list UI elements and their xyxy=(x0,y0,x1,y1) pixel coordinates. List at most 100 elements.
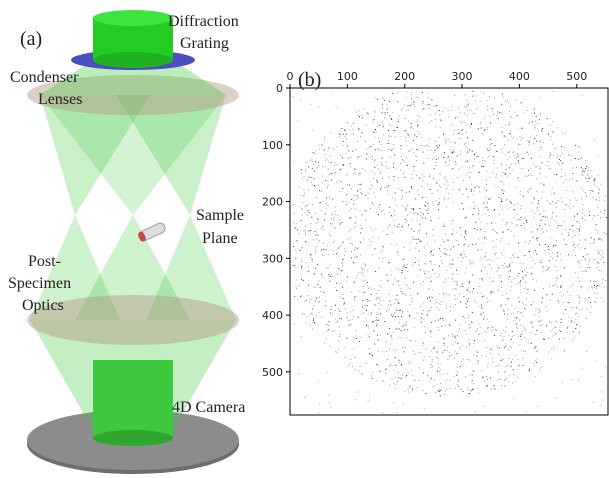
speckle xyxy=(505,304,506,305)
speckle xyxy=(421,322,422,323)
speckle xyxy=(448,240,449,241)
speckle xyxy=(413,104,414,105)
speckle xyxy=(414,135,415,136)
speckle xyxy=(396,309,397,310)
speckle xyxy=(585,248,586,249)
speckle xyxy=(350,229,351,230)
speckle xyxy=(299,285,300,286)
speckle xyxy=(496,151,497,152)
speckle xyxy=(431,350,432,351)
speckle xyxy=(552,328,553,329)
speckle xyxy=(513,170,514,171)
speckle xyxy=(340,130,341,131)
speckle xyxy=(347,158,348,159)
speckle xyxy=(531,188,532,189)
speckle xyxy=(304,176,305,177)
speckle xyxy=(501,281,502,282)
speckle xyxy=(560,275,561,276)
speckle xyxy=(396,244,397,245)
speckle xyxy=(519,320,520,321)
speckle xyxy=(395,365,396,366)
speckle xyxy=(376,317,377,318)
speckle xyxy=(564,349,565,350)
speckle xyxy=(469,208,470,209)
speckle xyxy=(481,305,482,306)
speckle xyxy=(520,285,521,286)
speckle xyxy=(398,224,399,225)
speckle xyxy=(532,237,533,238)
speckle xyxy=(448,335,449,336)
speckle xyxy=(317,219,318,220)
speckle xyxy=(342,128,343,129)
speckle xyxy=(462,345,463,346)
speckle xyxy=(317,167,318,168)
speckle xyxy=(401,364,402,365)
speckle xyxy=(521,217,522,218)
speckle xyxy=(443,282,444,283)
speckle xyxy=(441,120,442,121)
speckle xyxy=(367,301,368,302)
speckle xyxy=(594,139,595,140)
speckle xyxy=(566,204,567,205)
speckle xyxy=(394,303,395,304)
speckle xyxy=(332,276,333,277)
speckle xyxy=(342,259,343,260)
speckle xyxy=(330,276,331,277)
speckle xyxy=(537,330,538,331)
speckle xyxy=(584,171,585,172)
speckle xyxy=(503,268,504,269)
speckle xyxy=(469,283,470,284)
speckle xyxy=(426,197,427,198)
speckle xyxy=(539,225,540,226)
speckle xyxy=(366,318,367,319)
speckle xyxy=(467,300,468,301)
speckle xyxy=(377,182,378,183)
speckle xyxy=(418,264,419,265)
speckle xyxy=(548,338,549,339)
speckle xyxy=(589,260,590,261)
speckle xyxy=(416,243,417,244)
speckle xyxy=(340,169,341,170)
speckle xyxy=(378,149,379,150)
speckle xyxy=(443,157,444,158)
speckle xyxy=(589,267,590,268)
speckle xyxy=(309,212,310,213)
speckle xyxy=(311,182,312,183)
speckle xyxy=(400,170,401,171)
speckle xyxy=(338,340,339,341)
speckle xyxy=(570,295,571,296)
speckle xyxy=(449,324,450,325)
speckle xyxy=(502,220,503,221)
speckle xyxy=(326,324,327,325)
speckle xyxy=(529,251,530,252)
speckle xyxy=(415,354,416,355)
speckle xyxy=(540,115,541,116)
speckle xyxy=(310,177,311,178)
speckle xyxy=(564,147,565,148)
speckle xyxy=(454,376,455,377)
speckle xyxy=(466,347,467,348)
speckle xyxy=(319,404,320,405)
speckle xyxy=(590,243,591,244)
speckle xyxy=(312,161,313,162)
speckle xyxy=(556,222,557,223)
speckle xyxy=(539,168,540,169)
speckle xyxy=(531,232,532,233)
speckle xyxy=(491,349,492,350)
speckle xyxy=(518,242,519,243)
speckle xyxy=(541,130,542,131)
speckle xyxy=(518,257,519,258)
speckle xyxy=(333,254,334,255)
speckle xyxy=(554,174,555,175)
speckle xyxy=(408,389,409,390)
speckle xyxy=(383,98,384,99)
speckle xyxy=(460,347,461,348)
speckle xyxy=(603,256,604,257)
speckle xyxy=(329,174,330,175)
speckle xyxy=(518,178,519,179)
speckle xyxy=(461,138,462,139)
speckle xyxy=(488,209,489,210)
speckle xyxy=(434,168,435,169)
speckle xyxy=(463,245,464,246)
speckle xyxy=(513,137,514,138)
